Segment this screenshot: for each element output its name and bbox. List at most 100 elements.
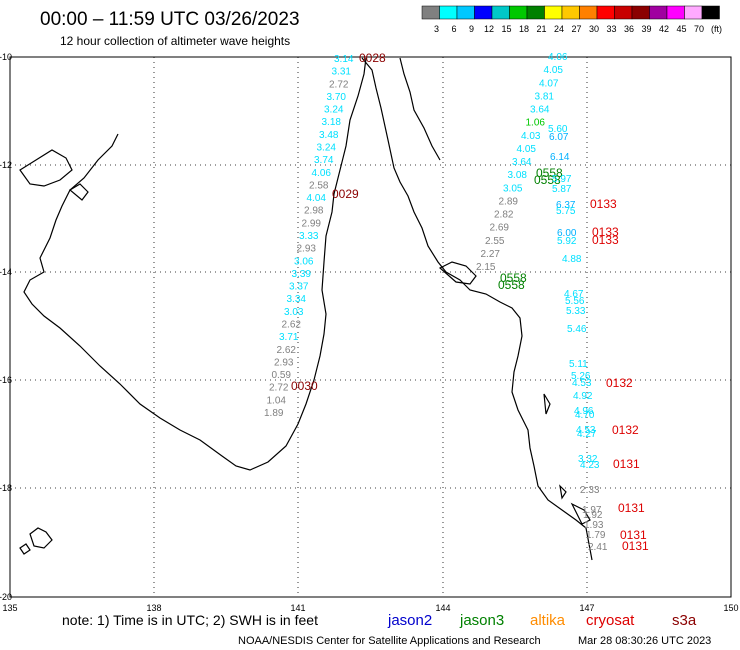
wave-height-label: 4.23 [580,460,600,471]
latitude-tick-label: -18 [0,483,12,493]
colorbar-tick-label: 9 [469,24,474,34]
wave-height-label: 6.07 [549,132,569,143]
colorbar-tick-label: 39 [641,24,651,34]
pass-time-label: 0133 [590,197,617,211]
latitude-tick-label: -10 [0,52,12,62]
pass-time-label: 0132 [606,376,633,390]
wave-height-label: 3.24 [324,105,344,116]
colorbar-swatch [631,5,650,20]
colorbar-tick-label: 21 [536,24,546,34]
pass-time-label: 0558 [536,166,563,180]
wave-height-label: 4.92 [573,391,593,402]
longitude-tick-label: 135 [2,603,17,613]
wave-height-label: 3.05 [503,183,523,194]
wave-height-label: 3.48 [319,130,339,141]
colorbar-swatch [544,5,563,20]
wave-height-label: 3.03 [284,307,304,318]
wave-height-label: 4.07 [539,78,559,89]
wave-height-label: 4.53 [576,425,596,436]
colorbar-tick-label: 18 [519,24,529,34]
colorbar-swatch [579,5,598,20]
colorbar-tick-label: 27 [571,24,581,34]
pass-time-label: 0028 [359,51,386,65]
pass-time-label: 0131 [618,501,645,515]
wave-height-label: 6.37 [556,200,576,211]
satellite-legend-item: jason2 [387,612,432,629]
latitude-tick-label: -20 [0,592,12,602]
colorbar-swatch [456,5,475,20]
colorbar-tick-label: 12 [484,24,494,34]
wave-height-label: 5.75 [556,206,576,217]
wave-height-label: 2.93 [297,244,317,255]
colorbar-tick-label: 42 [659,24,669,34]
colorbar-swatch [474,5,493,20]
wave-height-label: 5.11 [569,359,588,370]
wave-height-label: 2.27 [481,249,501,260]
wave-height-label: 3.34 [287,294,307,305]
pass-time-label: 0029 [332,187,359,201]
colorbar-swatch [701,5,720,20]
wave-height-label: 5.33 [566,306,586,317]
wave-height-label: 5.92 [557,236,577,247]
colorbar-swatch [561,5,580,20]
wave-height-label: 4.67 [564,289,584,300]
wave-height-label: 5.26 [571,371,591,382]
wave-height-label: 4.53 [572,378,592,389]
colorbar-swatch [596,5,615,20]
wave-height-label: 5.97 [552,174,572,185]
wave-height-label: 6.14 [550,152,570,163]
pass-time-label: 0133 [592,233,619,247]
wave-height-label: 1.89 [264,408,284,419]
pass-time-label: 0558 [498,278,525,292]
wave-height-label: 2.15 [476,262,496,273]
wave-height-label: 2.58 [309,180,329,191]
latitude-tick-label: -14 [0,267,12,277]
wave-height-label: 4.04 [307,193,327,204]
wave-height-label: 3.32 [578,454,598,465]
page-title: 00:00 – 11:59 UTC 03/26/2023 [40,9,300,30]
wave-height-label: 2.82 [494,210,514,221]
colorbar-tick-label: 3 [434,24,439,34]
colorbar-swatch [614,5,633,20]
wave-height-label: 3.64 [512,157,532,168]
wave-height-label: 2.62 [282,320,302,331]
wave-height-label: 1.04 [267,395,287,406]
wave-height-label: 3.37 [289,282,309,293]
wave-height-label: 3.31 [332,67,352,78]
wave-height-label: 2.55 [485,236,505,247]
colorbar-tick-label: 36 [624,24,634,34]
wave-height-label: 3.08 [508,170,528,181]
credit-text: NOAA/NESDIS Center for Satellite Applica… [238,635,541,647]
colorbar-swatch [526,5,545,20]
longitude-tick-label: 141 [290,603,305,613]
longitude-tick-label: 138 [146,603,161,613]
pass-time-label: 0030 [291,379,318,393]
wave-height-label: 3.74 [314,155,334,166]
pass-time-label: 0558 [534,173,561,187]
wave-height-label: 3.64 [530,105,550,116]
wave-height-label: 2.99 [302,218,322,229]
longitude-tick-label: 144 [435,603,450,613]
pass-time-label: 0133 [592,225,619,239]
wave-height-label: 3.33 [299,231,319,242]
longitude-tick-label: 150 [723,603,738,613]
longitude-tick-label: 147 [579,603,594,613]
track-west: 3.143.312.723.703.243.183.483.243.744.06… [264,51,386,419]
colorbar-tick-label: 33 [606,24,616,34]
wave-height-label: 1.97 [582,505,602,516]
wave-height-label: 3.71 [279,332,299,343]
wave-height-label: 2.93 [274,357,294,368]
wave-height-label: 4.27 [577,429,597,440]
map-frame [9,56,732,598]
wave-height-label: 3.39 [292,269,312,280]
satellite-legend-item: s3a [672,612,697,629]
latitude-axis: -10 -12 -14 -16 -18 -20 [0,52,12,602]
latitude-tick-label: -16 [0,375,12,385]
colorbar-swatch [509,5,528,20]
page-subtitle: 12 hour collection of altimeter wave hei… [60,34,290,48]
colorbar-tick-label: (ft) [711,24,722,34]
wave-height-label: 3.06 [294,256,314,267]
wave-height-label: 1.79 [586,530,606,541]
wave-height-label: 3.14 [334,54,354,65]
